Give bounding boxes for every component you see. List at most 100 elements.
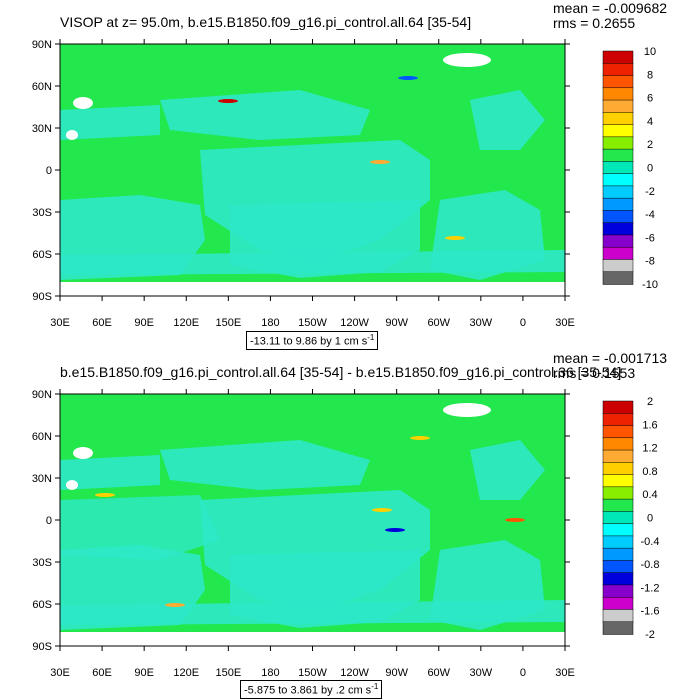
colorbar-label: 0.8 [642,466,657,478]
x-tick-label: 90W [385,317,408,329]
x-tick-label: 150E [215,667,241,679]
panel-2-range-sup: -1 [371,682,379,691]
colorbar-label: 10 [644,46,656,58]
map-anomaly-mark [218,99,238,103]
panel-1-map: 90N 60N 30N 0 30S 60S 90S 30E 60E 90E 120E 150E 180 1… [32,39,658,329]
colorbar-cell [602,197,634,212]
colorbar-cell [602,425,634,439]
colorbar-label: 8 [647,69,653,81]
colorbar-cell [602,511,634,525]
colorbar-cell [602,437,634,451]
map-anomaly-mark [165,603,185,607]
map-missing-band [60,632,565,646]
map-missing-blob [66,130,78,140]
colorbar-label: -1.6 [641,606,660,618]
colorbar-cell [602,50,634,65]
colorbar-cell [602,609,634,623]
panel-1-title: VISOP at z= 95.0m, b.e15.B1850.f09_g16.p… [60,14,472,30]
panel-1-rms: rms = 0.2655 [553,15,636,31]
x-tick-label: 0 [520,667,526,679]
x-tick-label: 150W [298,317,327,329]
y-tick-label: 30N [32,123,52,135]
x-tick-label: 30E [50,667,70,679]
colorbar-label: 0 [647,513,653,525]
y-tick-label: 0 [46,165,52,177]
colorbar-cell [602,560,634,574]
x-tick-label: 150E [215,317,241,329]
map-missing-blob [73,447,93,459]
map-anomaly-mark [505,518,525,522]
colorbar-cell [602,234,634,248]
colorbar-cell [602,99,634,114]
ocean-region [60,105,160,140]
map-missing-band [60,282,565,296]
colorbar-label: -1.2 [641,582,660,594]
ocean-region [60,600,565,625]
colorbar-label: 1.6 [642,419,657,431]
map-missing-blob [66,480,78,490]
panel-2-range-box: -5.875 to 3.861 by .2 cm s-1 [240,680,383,699]
x-tick-label: 120W [340,317,369,329]
map-anomaly-mark [372,508,392,512]
colorbar-cell [602,124,634,138]
colorbar-label: 2 [647,396,653,408]
panel-1-mean: mean = -0.009682 [553,0,668,16]
colorbar-label: 0.4 [642,489,657,501]
colorbar-cell [602,474,634,488]
y-tick-label: 60N [32,431,52,443]
panel-1-range-sup: -1 [367,333,375,342]
y-tick-label: 0 [46,515,52,527]
map-anomaly-mark [95,493,115,497]
panel-2-title: b.e15.B1850.f09_g16.pi_control.all.64 [3… [60,364,622,380]
x-tick-label: 30E [50,317,70,329]
ocean-region [160,440,370,490]
colorbar-cell [602,148,634,163]
x-tick-label: 30E [555,667,575,679]
x-tick-label: 30W [470,317,493,329]
x-tick-label: 60W [427,317,450,329]
colorbar-cell [602,400,634,415]
colorbar-cell [602,185,634,199]
x-tick-label: 90E [134,317,154,329]
panel-2: b.e15.B1850.f09_g16.pi_control.all.64 [3… [0,350,700,700]
colorbar-cell [602,210,634,224]
ocean-region [160,90,370,140]
colorbar-cell [602,112,634,126]
x-tick-label: 180 [261,317,279,329]
colorbar-cell [602,535,634,549]
ocean-region [470,90,545,150]
map-anomaly-mark [370,160,390,164]
colorbar-cell [602,259,634,273]
y-tick-label: 90N [32,39,52,51]
ocean-region [60,250,565,275]
x-tick-label: 180 [261,667,279,679]
x-tick-label: 150W [298,667,327,679]
map-missing-blob [73,97,93,109]
y-tick-label: 30S [32,557,52,569]
panel-2-rms: rms = 0.1553 [553,365,636,381]
map-anomaly-mark [445,236,465,240]
colorbar-cell [602,462,634,476]
colorbar-cell [602,486,634,500]
colorbar-cell [602,222,634,236]
colorbar-label: -6 [645,232,655,244]
y-tick-label: 90S [32,641,52,653]
colorbar-cell [602,246,634,261]
colorbar-cell [602,584,634,598]
colorbar-label: 1.2 [642,443,657,455]
colorbar-label: -8 [645,256,655,268]
colorbar-label: 6 [647,93,653,105]
y-tick-label: 90N [32,389,52,401]
colorbar-cell [602,63,634,77]
x-tick-label: 120W [340,667,369,679]
colorbar-cell [602,572,634,586]
y-tick-label: 60S [32,249,52,261]
y-tick-label: 60S [32,599,52,611]
map-missing-ellipse [443,403,491,417]
map-anomaly-mark [410,436,430,440]
colorbar-cell [602,87,634,101]
colorbar-cell [602,596,634,611]
y-tick-label: 90S [32,291,52,303]
colorbar-label: -2 [645,629,655,641]
colorbar-cell [602,136,634,150]
